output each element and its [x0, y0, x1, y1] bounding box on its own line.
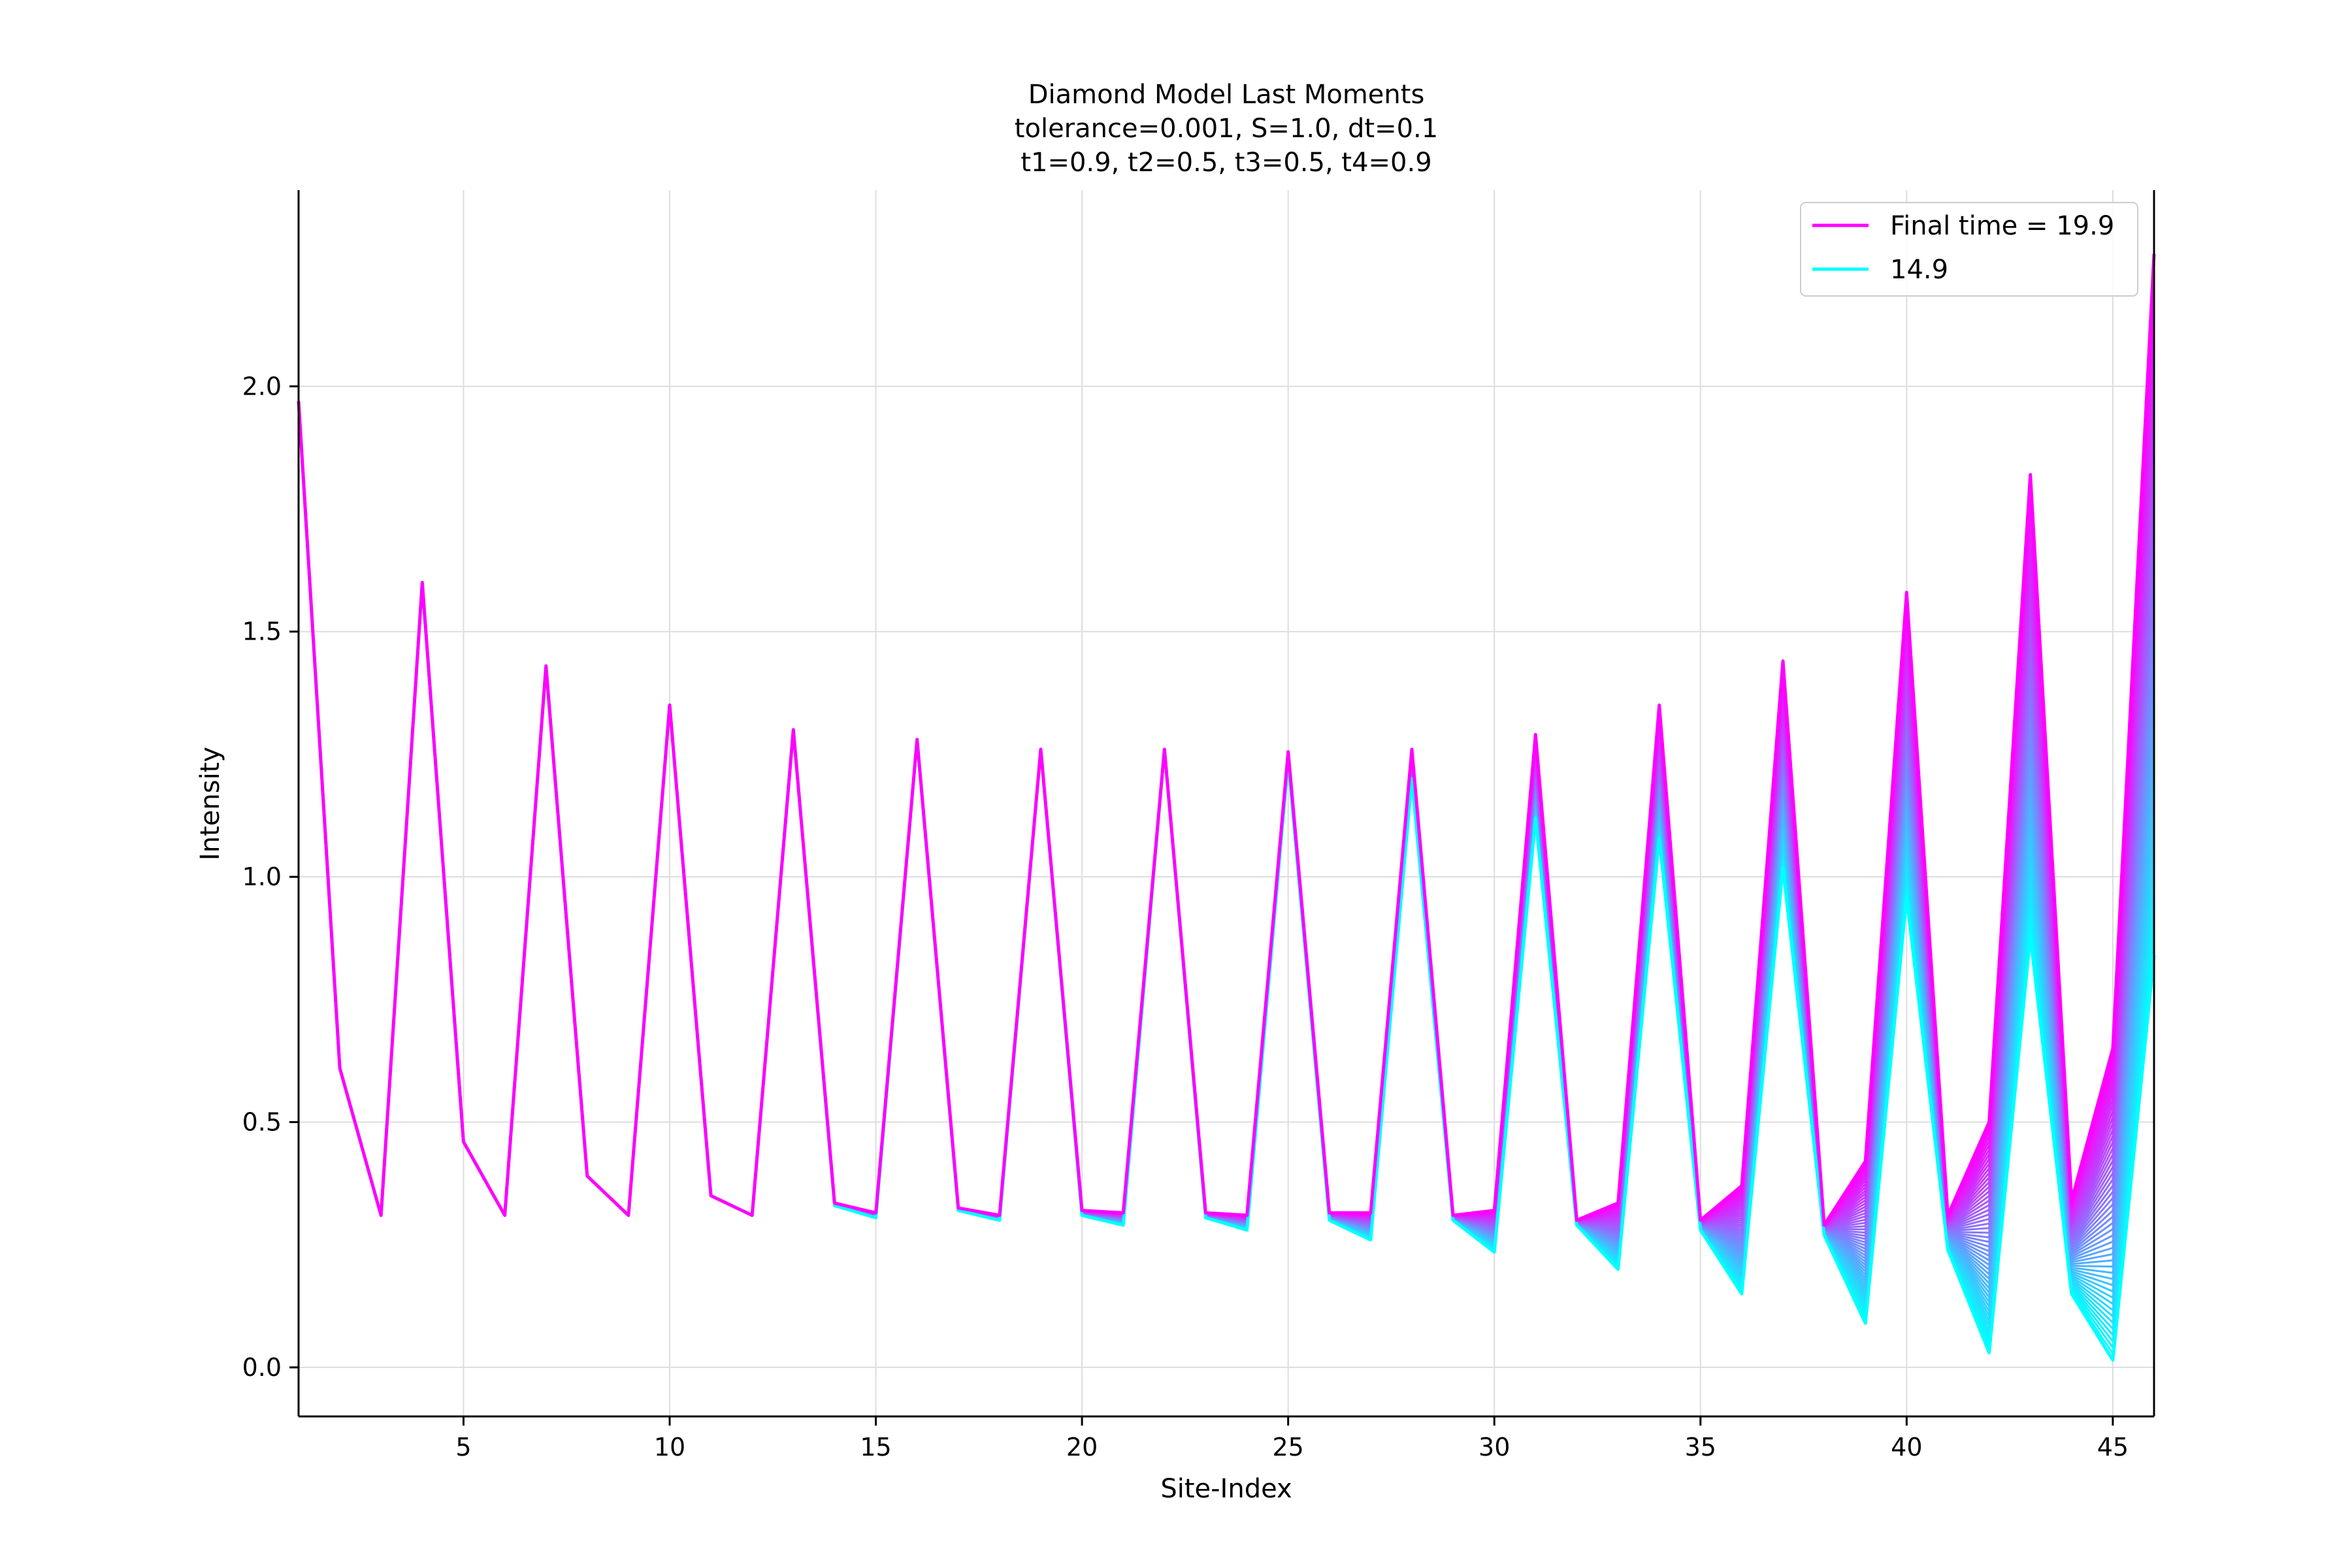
x-tick-label-8: 45	[2097, 1433, 2129, 1462]
grid	[299, 190, 2154, 1416]
y-axis-label: Intensity	[195, 747, 225, 860]
legend-label-initial: 14.9	[1890, 255, 1948, 285]
y-tick-label-2: 1.0	[242, 862, 282, 891]
y-tick-label-1: 0.5	[242, 1108, 282, 1137]
series-line-0	[297, 253, 2156, 1227]
y-axis-ticks: 0.0 0.5 1.0 1.5 2.0	[242, 372, 299, 1382]
x-tick-label-6: 35	[1685, 1433, 1716, 1462]
title-line-3: t1=0.9, t2=0.5, t3=0.5, t4=0.9	[1021, 148, 1431, 178]
y-tick-label-0: 0.0	[242, 1353, 282, 1382]
legend: Final time = 19.9 14.9	[1800, 202, 2138, 297]
x-tick-label-2: 15	[860, 1433, 891, 1462]
chart-title: Diamond Model Last Moments tolerance=0.0…	[1015, 80, 1438, 178]
x-tick-label-4: 25	[1272, 1433, 1303, 1462]
x-tick-label-3: 20	[1066, 1433, 1098, 1462]
x-tick-label-5: 30	[1478, 1433, 1510, 1462]
legend-box	[1800, 202, 2138, 297]
axes-spines	[297, 190, 2155, 1418]
legend-label-final: Final time = 19.9	[1890, 211, 2114, 241]
x-axis-label: Site-Index	[1160, 1474, 1292, 1504]
series-lines	[297, 253, 2156, 1362]
x-axis-ticks: 5 10 15 20 25 30 35 40 45	[455, 1416, 2129, 1462]
y-tick-label-4: 2.0	[242, 372, 282, 400]
x-tick-label-7: 40	[1891, 1433, 1922, 1462]
x-tick-label-1: 10	[654, 1433, 685, 1462]
title-line-1: Diamond Model Last Moments	[1028, 80, 1425, 110]
y-tick-label-3: 1.5	[242, 617, 282, 646]
title-line-2: tolerance=0.001, S=1.0, dt=0.1	[1015, 114, 1438, 144]
x-tick-label-0: 5	[455, 1433, 471, 1462]
